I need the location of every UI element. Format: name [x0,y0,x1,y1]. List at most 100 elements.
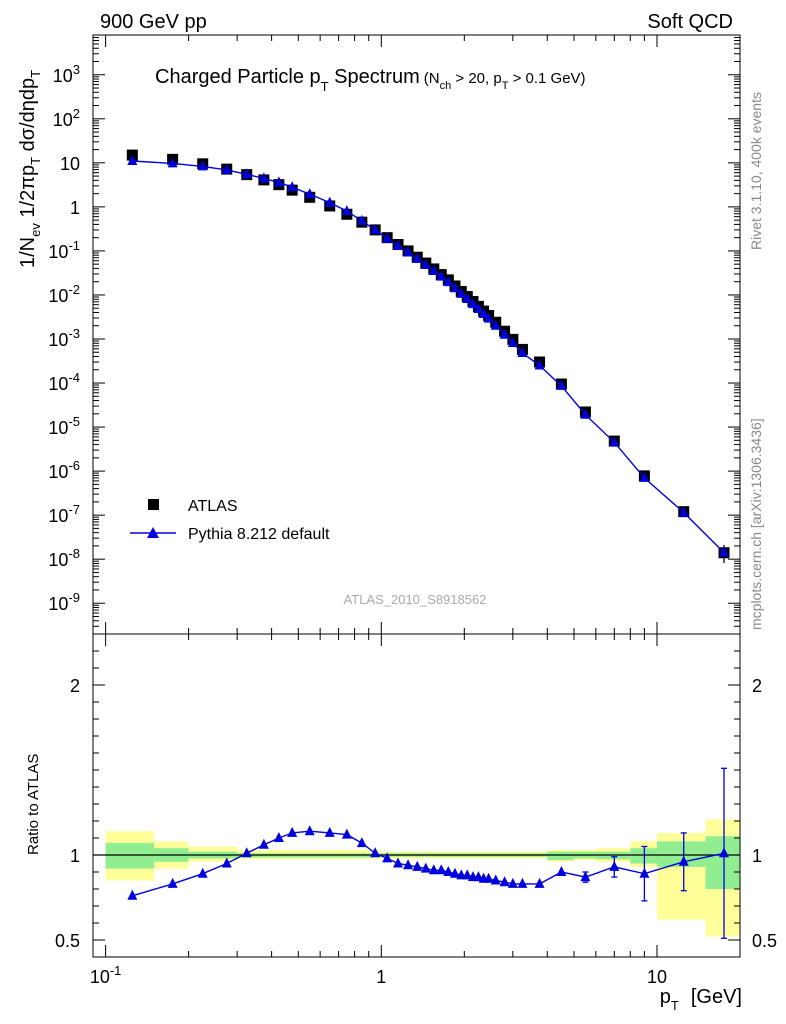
main-y-tick-label-exp: -7 [68,502,80,517]
ratio-pythia-point [462,869,473,880]
pythia-data-point [287,181,298,192]
pythia-data-point [127,155,138,166]
ratio-pythia-point [490,874,501,885]
ratio-pythia-point [356,837,367,848]
pythia-data-point [258,172,269,183]
x-tick-label-base: 10 [647,967,667,987]
pythia-data-point [443,276,454,287]
ratio-pythia-point [393,857,404,868]
legend-atlas-label: ATLAS [188,498,238,515]
title-cuts-tail: > 0.1 GeV) [508,70,585,87]
ylabel-b-sub: T [28,157,43,165]
main-y-tick-label-exp: -6 [68,458,80,473]
legend-pythia-label: Pythia 8.212 default [188,526,330,543]
pythia-data-point [639,471,650,482]
pythia-data-point [356,214,367,225]
x-tick-label: 1 [376,967,386,987]
main-y-tick-label-base: 10 [48,286,68,306]
main-y-tick-label-base: 10 [48,506,68,526]
ratio-pythia-point [258,838,269,849]
ratio-frame [92,633,741,958]
ratio-pythia-point [428,864,439,875]
main-y-tick-label-exp: -3 [68,326,80,341]
pythia-data-point [341,205,352,216]
pythia-data-point [719,546,730,557]
ratio-pythia-point [127,889,138,900]
main-frame [92,34,741,635]
ratio-y-tick-label-right: 1 [752,846,762,866]
pythia-data-point [580,408,591,419]
ratio-pythia-point [678,855,689,866]
main-y-tick-label-base: 10 [48,594,68,614]
ratio-pythia-point [639,867,650,878]
main-y-tick-label: 10-3 [48,326,80,350]
pythia-data-point [167,157,178,168]
pythia-data-point [403,246,414,257]
pythia-data-point [420,258,431,269]
main-y-tick-label: 10-7 [48,502,80,526]
pythia-data-point [609,436,620,447]
main-y-tick-label-base: 10 [48,374,68,394]
pythia-data-point [449,282,460,293]
ratio-pythia-point [221,857,232,868]
ratio-pythia-point [304,825,315,836]
pythia-data-point [456,287,467,298]
ratio-stat-uncertainty-band [630,848,658,864]
title-main: Charged Particle p [155,66,321,88]
pythia-data-point [678,506,689,517]
pythia-data-point [490,319,501,330]
x-axis-label: pT [GeV] [660,986,742,1013]
pythia-data-point [467,298,478,309]
x-tick-label-base: 10 [90,967,110,987]
ratio-pythia-point [609,860,620,871]
ratio-y-axis-label: Ratio to ATLAS [25,754,42,855]
pythia-data-point [428,264,439,275]
ratio-y-axis: 0.5 0.5 1 1 2 2 [55,650,777,951]
ratio-pythia-point [167,877,178,888]
pythia-data-point [436,270,447,281]
ratio-pythia-point [556,866,567,876]
main-y-tick-label: 10-2 [48,282,80,306]
main-y-tick-label-exp: -8 [68,546,80,561]
main-y-tick-label-exp: -2 [68,282,80,297]
title-cuts-open: (N [424,70,440,87]
main-y-tick-label: 10 [60,154,80,174]
ratio-pythia-point [273,832,284,842]
ratio-y-tick-label-right: 2 [752,676,762,696]
legend-pythia-marker [147,527,159,538]
ylabel-c-sub: T [28,70,43,78]
main-y-tick-label: 10-5 [48,414,80,438]
x-tick-label: 10-1 [90,963,122,987]
ratio-y-tick-label-left: 2 [70,676,80,696]
x-tick-label-base: 1 [376,967,386,987]
ratio-pythia-point [241,847,252,858]
main-y-axis-label: 1/Nev 1/2πpT dσ/dηdpT [17,70,43,268]
pythia-data-point [304,188,315,199]
ratio-pythia-point [420,862,431,873]
ratio-pythia-point [324,826,335,837]
xlabel-unit: [GeV] [691,986,742,1008]
main-y-tick-label: 1 [70,198,80,218]
legend-atlas-marker [148,499,159,510]
ratio-pythia-point [403,859,414,870]
main-y-tick-label-exp: -5 [68,414,80,429]
ratio-panel: 0.5 0.51 12 2 10-1 1 10 Ratio to ATLAS pT [GeV… [25,35,777,1013]
pythia-data-point [517,347,528,358]
ylabel-a: 1/N [17,237,39,268]
main-y-tick-label-base: 10 [53,66,73,86]
main-y-tick-label-exp: 3 [73,62,80,77]
pythia-data-point [324,196,335,207]
pythia-data-point [382,232,393,243]
title-cuts-sub1: ch [440,80,452,92]
ratio-pythia-point [370,847,381,858]
pythia-data-point [241,168,252,179]
ratio-pythia-point [443,866,454,876]
pythia-data-point [483,312,494,323]
main-y-tick-label: 10-6 [48,458,80,482]
ratio-pythia-point [580,871,591,882]
ratio-pythia-point [507,877,518,888]
ratio-pythia-point [382,852,393,863]
header-right-label: Soft QCD [647,11,733,33]
pythia-data-point [473,302,484,313]
